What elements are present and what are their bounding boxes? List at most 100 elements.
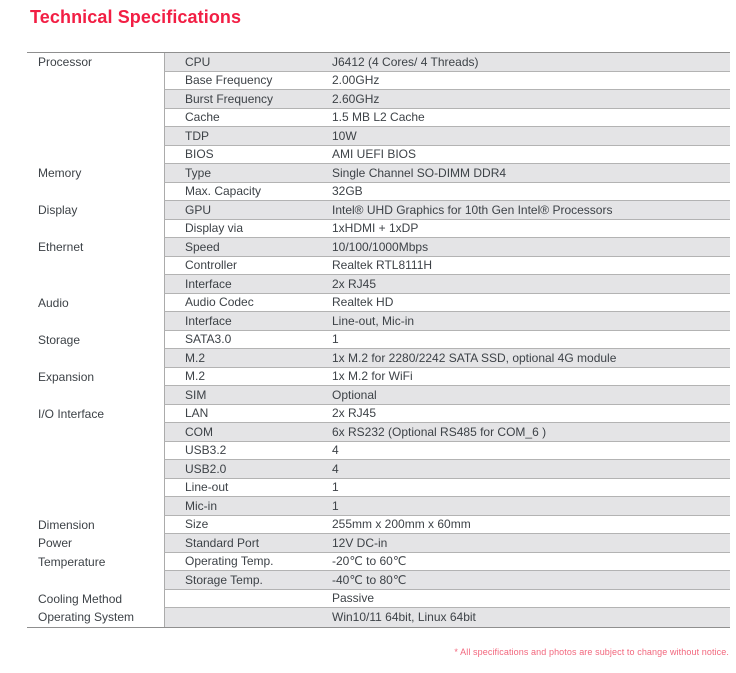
label-cell — [165, 590, 331, 608]
spec-row: Cache 1.5 MB L2 Cache — [27, 108, 730, 128]
spec-row: TDP 10W — [27, 127, 730, 146]
spec-row-body: Burst Frequency 2.60GHz — [164, 90, 730, 109]
label-cell: Operating Temp. — [185, 554, 274, 569]
spec-row-body: TDP 10W — [164, 127, 730, 146]
spec-table: Processor CPU J6412 (4 Cores/ 4 Threads) Ba… — [27, 52, 730, 628]
value-cell: J6412 (4 Cores/ 4 Threads) — [332, 54, 479, 69]
spec-row: Cooling Method Passive — [27, 589, 730, 608]
label-cell: Speed — [185, 239, 220, 254]
spec-row: Base Frequency 2.00GHz — [27, 71, 730, 90]
value-cell: 1xHDMI + 1xDP — [332, 221, 419, 236]
category-cell: Ethernet — [38, 240, 84, 255]
label-cell: SATA3.0 — [185, 332, 232, 347]
spec-row-body: M.2 1x M.2 for WiFi — [164, 367, 730, 386]
category-cell — [27, 497, 164, 516]
value-cell: 1x M.2 for 2280/2242 SATA SSD, optional … — [332, 350, 617, 365]
category-cell — [27, 257, 164, 276]
value-cell: 1 — [332, 498, 339, 513]
spec-row-body: BIOS AMI UEFI BIOS — [164, 145, 730, 164]
label-cell: Size — [185, 517, 209, 532]
value-cell: 6x RS232 (Optional RS485 for COM_6 ) — [332, 424, 547, 439]
spec-row-body: Operating Temp. -20℃ to 60℃ — [164, 552, 730, 571]
value-cell: 2.00GHz — [332, 73, 380, 88]
category-cell: Dimension — [38, 517, 95, 532]
spec-row: Interface 2x RJ45 — [27, 275, 730, 294]
label-cell: USB3.2 — [185, 443, 227, 458]
category-cell — [27, 183, 164, 202]
category-cell — [27, 460, 164, 479]
spec-row-body: Passive — [164, 589, 730, 608]
label-cell: Display via — [185, 221, 244, 236]
spec-row: Controller Realtek RTL8111H — [27, 256, 730, 276]
category-cell: Expansion — [38, 369, 95, 384]
spec-row-body: Mic-in 1 — [164, 497, 730, 516]
category-cell — [27, 571, 164, 590]
spec-row-body: Interface Line-out, Mic-in — [164, 312, 730, 331]
spec-row: USB2.0 4 — [27, 460, 730, 479]
label-cell: Interface — [185, 313, 232, 328]
value-cell: 4 — [332, 443, 339, 458]
label-cell: M.2 — [185, 350, 206, 365]
spec-row: I/O Interface LAN 2x RJ45 — [27, 404, 730, 423]
spec-row: Expansion M.2 1x M.2 for WiFi — [27, 367, 730, 386]
value-cell: AMI UEFI BIOS — [332, 147, 417, 162]
category-cell — [27, 275, 164, 294]
spec-row: Temperature Operating Temp. -20℃ to 60℃ — [27, 552, 730, 571]
label-cell: TDP — [185, 128, 209, 143]
spec-row-body: USB2.0 4 — [164, 460, 730, 479]
value-cell: 4 — [332, 461, 339, 476]
category-cell — [27, 386, 164, 405]
category-cell — [27, 109, 164, 128]
value-cell: 1x M.2 for WiFi — [332, 369, 413, 384]
spec-row: BIOS AMI UEFI BIOS — [27, 145, 730, 165]
value-cell: Single Channel SO-DIMM DDR4 — [332, 165, 507, 180]
spec-row-body: LAN 2x RJ45 — [164, 404, 730, 423]
spec-row-body: COM 6x RS232 (Optional RS485 for COM_6 ) — [164, 423, 730, 442]
category-cell: Memory — [38, 166, 82, 181]
spec-row: Max. Capacity 32GB — [27, 182, 730, 202]
label-cell: GPU — [185, 202, 212, 217]
spec-row: Memory Type Single Channel SO-DIMM DDR4 — [27, 164, 730, 183]
spec-row: Burst Frequency 2.60GHz — [27, 90, 730, 109]
value-cell: 12V DC-in — [332, 535, 388, 550]
value-cell: Optional — [332, 387, 377, 402]
value-cell: Intel® UHD Graphics for 10th Gen Intel® … — [332, 202, 613, 217]
value-cell: 10/100/1000Mbps — [332, 239, 429, 254]
spec-row-body: M.2 1x M.2 for 2280/2242 SATA SSD, option… — [164, 349, 730, 368]
value-cell: 10W — [332, 128, 357, 143]
category-cell: Temperature — [38, 554, 106, 569]
spec-row-body: Audio Codec Realtek HD — [164, 293, 730, 312]
page-title: Technical Specifications — [30, 7, 242, 27]
spec-row: Dimension Size 255mm x 200mm x 60mm — [27, 515, 730, 534]
spec-row-body: Standard Port 12V DC-in — [164, 534, 730, 553]
label-cell — [165, 608, 331, 627]
spec-row: Ethernet Speed 10/100/1000Mbps — [27, 238, 730, 257]
category-cell — [27, 479, 164, 498]
spec-row-body: Type Single Channel SO-DIMM DDR4 — [164, 164, 730, 183]
value-cell: Realtek RTL8111H — [332, 258, 433, 273]
category-cell — [27, 146, 164, 165]
category-cell — [27, 442, 164, 461]
label-cell: Standard Port — [185, 535, 260, 550]
category-cell — [27, 127, 164, 146]
spec-row-body: SIM Optional — [164, 386, 730, 405]
spec-row: M.2 1x M.2 for 2280/2242 SATA SSD, option… — [27, 349, 730, 368]
category-cell — [27, 349, 164, 368]
label-cell: Base Frequency — [185, 73, 273, 88]
label-cell: Cache — [185, 110, 220, 125]
label-cell: Audio Codec — [185, 295, 254, 310]
spec-row: COM 6x RS232 (Optional RS485 for COM_6 ) — [27, 423, 730, 442]
value-cell: 255mm x 200mm x 60mm — [332, 517, 471, 532]
value-cell: 32GB — [332, 184, 363, 199]
category-cell: Cooling Method — [38, 591, 123, 606]
value-cell: 2.60GHz — [332, 91, 380, 106]
value-cell: 1 — [332, 480, 339, 495]
spec-row: Storage SATA3.0 1 — [27, 330, 730, 349]
spec-row: Audio Audio Codec Realtek HD — [27, 293, 730, 312]
label-cell: CPU — [185, 54, 211, 69]
spec-row-body: Speed 10/100/1000Mbps — [164, 238, 730, 257]
value-cell: 2x RJ45 — [332, 406, 377, 421]
label-cell: Mic-in — [185, 498, 217, 513]
label-cell: Storage Temp. — [185, 572, 263, 587]
spec-row: Processor CPU J6412 (4 Cores/ 4 Threads) — [27, 53, 730, 72]
